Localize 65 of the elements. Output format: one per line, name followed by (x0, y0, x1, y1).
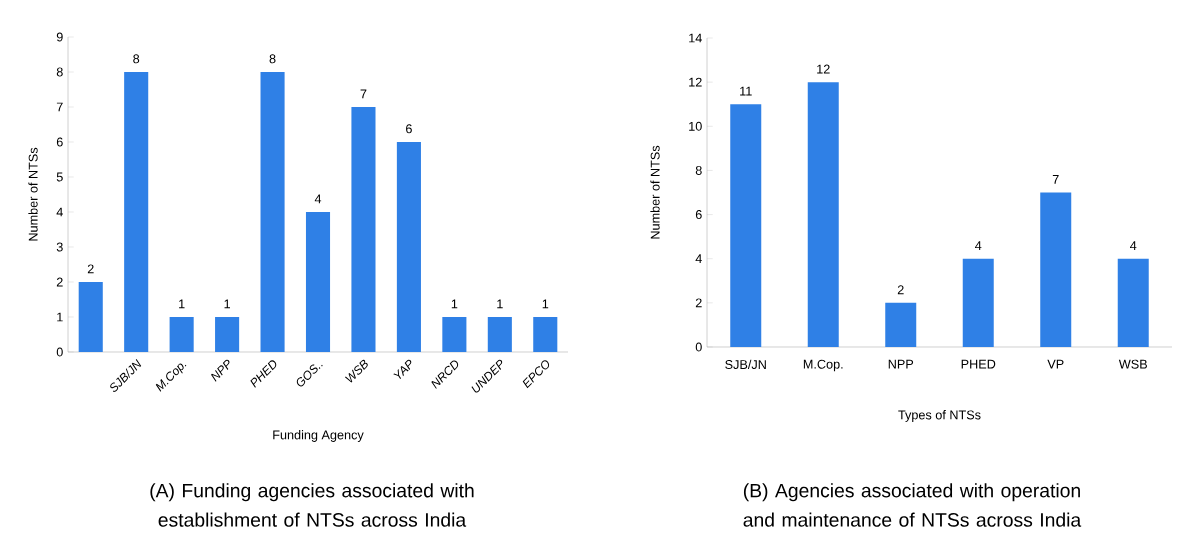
bar (730, 104, 762, 347)
bar (807, 82, 839, 347)
x-tick-label: SJB/JN (725, 359, 766, 370)
data-label: 2 (897, 285, 904, 295)
x-tick-label: YAP (393, 359, 412, 380)
x-tick-label: M.Cop. (803, 359, 843, 372)
bar (962, 258, 994, 347)
y-tick-label: 12 (689, 77, 702, 87)
y-axis-title: Number of NTSs (28, 147, 38, 241)
y-tick-label: 4 (695, 254, 702, 264)
bar (396, 142, 421, 352)
bar (1117, 258, 1149, 347)
y-tick-label: 0 (695, 342, 702, 352)
data-label: 4 (975, 241, 982, 250)
data-label: 8 (133, 54, 140, 64)
data-label: 4 (314, 194, 322, 204)
y-tick-label: 2 (695, 298, 702, 308)
bar (351, 107, 376, 352)
bar (260, 72, 285, 352)
data-label: 8 (269, 54, 276, 64)
bar (487, 317, 512, 352)
x-tick-label: NPP (888, 359, 914, 369)
data-label: 12 (817, 64, 830, 74)
data-label: 1 (451, 299, 458, 309)
x-axis-title: Funding Agency (273, 430, 364, 442)
text: (B) Agencies associated with operation and maintenance of NTSs across India (743, 483, 1082, 527)
data-label: 2 (87, 264, 94, 274)
bar (124, 72, 149, 352)
y-tick-label: 6 (56, 137, 63, 147)
data-label: 1 (179, 299, 185, 309)
y-axis-title: Number of NTSs (650, 145, 660, 239)
y-tick-label: 5 (56, 172, 63, 182)
y-tick-label: 1 (57, 312, 63, 322)
bar (885, 302, 917, 347)
y-tick-label: 10 (689, 121, 702, 131)
y-tick-label: 2 (56, 277, 63, 287)
y-tick-label: 14 (689, 33, 702, 43)
x-axis-title: Types of NTSs (898, 410, 981, 422)
bar (305, 212, 331, 352)
data-label: 11 (740, 86, 752, 96)
data-label: 1 (542, 299, 549, 309)
text: (A) Funding agencies associated with establishment of NTSs across India (150, 483, 474, 527)
y-tick-label: 8 (695, 165, 702, 175)
x-tick-label: VP (1047, 359, 1064, 369)
bar (78, 282, 103, 352)
bar (442, 317, 467, 352)
y-tick-label: 8 (56, 67, 63, 77)
data-label: 4 (1130, 241, 1137, 250)
data-label: 7 (360, 89, 367, 99)
data-label: 1 (497, 299, 503, 309)
y-tick-label: 0 (56, 347, 63, 357)
y-tick-label: 9 (56, 32, 63, 42)
bar (215, 317, 240, 352)
data-label: 1 (224, 299, 230, 309)
y-tick-label: 3 (56, 242, 63, 252)
bar (1040, 192, 1072, 347)
x-tick-label: WSB (1118, 359, 1147, 369)
data-label: 7 (1052, 175, 1059, 184)
y-tick-label: 7 (56, 102, 63, 112)
bar (169, 317, 194, 352)
data-label: 6 (406, 124, 412, 134)
bar (533, 317, 558, 352)
x-tick-label: PHED (961, 359, 996, 369)
y-tick-label: 6 (695, 210, 702, 220)
y-tick-label: 4 (56, 207, 63, 217)
